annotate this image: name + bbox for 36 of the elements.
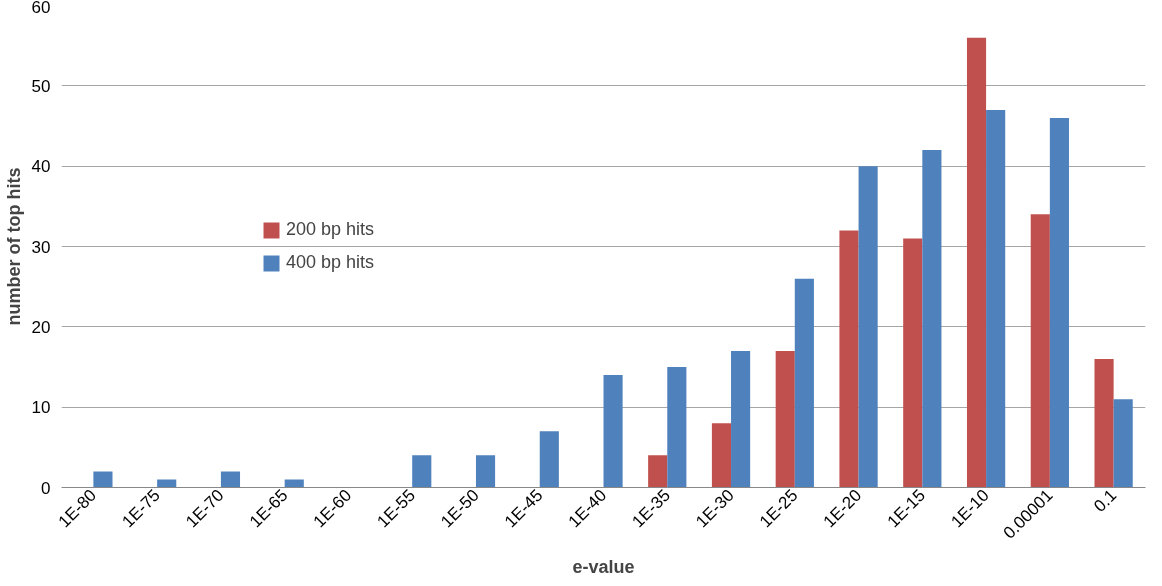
bar bbox=[667, 367, 687, 488]
bar bbox=[648, 455, 668, 488]
bar bbox=[903, 238, 923, 488]
bar bbox=[1094, 358, 1114, 488]
bar bbox=[1049, 117, 1069, 488]
bar bbox=[157, 479, 177, 488]
bar bbox=[858, 166, 878, 488]
bar bbox=[922, 150, 942, 488]
bar bbox=[1113, 399, 1133, 488]
y-tick-label: 60 bbox=[31, 0, 51, 17]
bar bbox=[986, 109, 1006, 488]
y-tick-label: 20 bbox=[31, 317, 51, 337]
bar bbox=[794, 278, 814, 488]
x-axis-title: e-value bbox=[572, 557, 635, 578]
bar bbox=[731, 350, 751, 488]
y-tick-label: 50 bbox=[31, 76, 51, 96]
bar bbox=[284, 479, 304, 488]
bar bbox=[775, 350, 795, 488]
y-tick-label: 40 bbox=[31, 157, 51, 177]
bar bbox=[539, 431, 559, 488]
bar bbox=[711, 423, 732, 488]
x-tick-label: 0.1 bbox=[1090, 485, 1121, 516]
bar bbox=[839, 230, 859, 488]
bar bbox=[603, 375, 623, 488]
y-axis-title: number of top hits bbox=[3, 167, 24, 326]
y-tick-label: 10 bbox=[31, 398, 51, 418]
bar bbox=[220, 471, 241, 488]
bar bbox=[966, 37, 987, 488]
bar bbox=[475, 455, 496, 488]
y-tick-label: 0 bbox=[41, 478, 51, 498]
bar bbox=[1030, 214, 1050, 488]
bar bbox=[93, 471, 113, 488]
y-tick-label: 30 bbox=[31, 237, 51, 257]
legend-label: 200 bp hits bbox=[286, 219, 375, 240]
legend-label: 400 bp hits bbox=[286, 252, 375, 273]
bar bbox=[412, 455, 432, 488]
